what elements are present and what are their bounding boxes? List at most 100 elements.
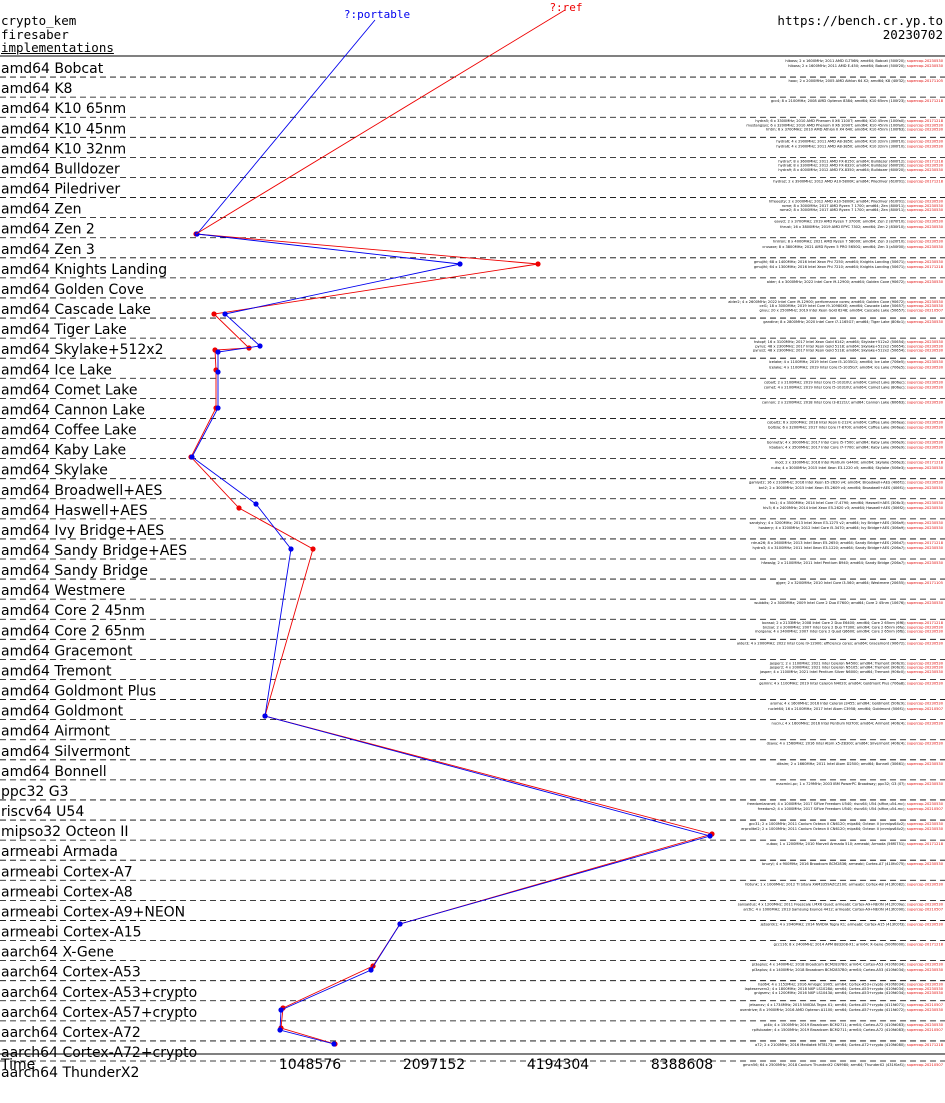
row-detail: nuka; 4 x 3000MHz; 2015 Intel Xeon E3-12…: [771, 466, 944, 470]
row-detail-version: supercop-20230530: [907, 983, 944, 987]
row-label-amd64-haswell-plus-aes: amd64 Haswell+AES: [1, 503, 148, 519]
row-detail-version: supercop-20230530: [907, 625, 944, 629]
row-detail: nucnu; 4 x 1600MHz; 2016 Intel Pentium N…: [772, 722, 944, 726]
row-detail: pyrus; 48 x 2300MHz; 2017 Intel Xeon Gol…: [755, 344, 943, 348]
row-detail: hydra2; 2 x 3900MHz; 2012 AMD A10-5800K;…: [773, 179, 943, 183]
row-label-amd64-ice-lake: amd64 Ice Lake: [1, 362, 112, 378]
row-detail-version: supercop-20210507: [907, 308, 943, 312]
row-label-amd64-skylake: amd64 Skylake: [1, 463, 108, 479]
series-portable-point: [368, 967, 374, 973]
series-ref-leader: [195, 9, 566, 235]
row-detail: sandyivy; 4 x 3200MHz; 2013 Intel Xeon E…: [749, 521, 943, 525]
row-detail-version: supercop-20210507: [907, 1063, 943, 1067]
row-detail-version: supercop-20171105: [907, 581, 943, 585]
header-implementations: implementations: [1, 40, 114, 55]
row-detail-version: supercop-20230530: [907, 481, 944, 485]
row-detail-version: supercop-20230530: [907, 630, 944, 634]
row-detail: ruclet64; 16 x 2100MHz; 2017 Intel Atom …: [768, 707, 943, 711]
row-detail: erprolitel2; 2 x 1000MHz; 2011 Cavium Oc…: [741, 827, 944, 831]
row-detail-version: supercop-20210507: [907, 1003, 943, 1007]
row-label-amd64-k10-65nm: amd64 K10 65nm: [1, 101, 126, 117]
row-detail-version: supercop-20210507: [907, 707, 943, 711]
row-detail: hydra6; 4 x 2900MHz; 2011 AMD A8-3850; a…: [776, 139, 943, 143]
row-detail: gemini; 4 x 1100MHz; 2019 Intel Celeron …: [759, 681, 944, 685]
row-detail-version: supercop-20230530: [907, 280, 944, 284]
row-detail-version: supercop-20230530: [907, 145, 944, 149]
row-detail-version: supercop-20230530: [907, 240, 944, 244]
header-right: https://bench.cr.yp.to 20230702: [777, 14, 943, 41]
row-label-armeabi-cortex-a9-plus-neon: armeabi Cortex-A9+NEON: [1, 904, 185, 920]
series-portable-point: [262, 713, 268, 719]
row-detail: rome2; 8 x 3000MHz; 2017 AMD Ryzen 7 170…: [780, 208, 944, 212]
row-detail-version: supercop-20230530: [907, 164, 944, 168]
series-portable-point: [331, 1041, 337, 1047]
series-portable-point: [215, 405, 221, 411]
row-detail-version: supercop-20230530: [907, 349, 944, 353]
series-layer: ?:portable ?:ref: [188, 1, 715, 1047]
row-detail: gcc31; 2 x 1000MHz; 2011 Cavium Octeon I…: [749, 822, 944, 826]
series-portable-point: [215, 369, 221, 375]
row-detail: pi4b; 4 x 1500MHz; 2019 Broadcom BCM2711…: [764, 1023, 944, 1027]
series-portable-point: [288, 546, 294, 552]
row-label-ppc32-g3: ppc32 G3: [1, 784, 69, 800]
row-detail: rome; 8 x 3000MHz; 2017 AMD Ryzen 7 1700…: [782, 204, 944, 208]
series-ref-point: [236, 505, 242, 511]
row-detail: gmcn56; 64 x 2500MHz; 2018 Cavium Thunde…: [743, 1063, 943, 1067]
row-detail-version: supercop-20230530: [907, 681, 944, 685]
row-detail-version: supercop-20230530: [907, 446, 944, 450]
row-detail: cobalt2; 6 x 3200MHz; 2018 Intel Xeon E-…: [767, 420, 944, 424]
row-detail: freedom2; 4 x 1000MHz; 2017 SiFive Freed…: [758, 807, 943, 811]
row-detail: gnuu; 20 x 2500MHz; 2019 Intel Xeon Gold…: [759, 308, 943, 312]
row-detail-version: supercop-20230530: [907, 139, 944, 143]
header-site-url: https://bench.cr.yp.to: [777, 13, 943, 28]
row-detail: hydra5; 6 x 3300MHz; 2010 AMD Phenom II …: [755, 119, 943, 123]
row-label-aarch64-cortex-a72: aarch64 Cortex-A72: [1, 1025, 141, 1041]
row-detail: hydra9; 8 x 4000MHz; 2012 AMD FX-8350; a…: [778, 168, 943, 172]
row-detail-version: supercop-20230530: [907, 245, 944, 249]
row-label-aarch64-cortex-a53-plus-crypto: aarch64 Cortex-A53+crypto: [1, 985, 197, 1001]
row-detail: alder2; 4 x 2600MHz; 2022 Intel Core i9-…: [728, 300, 943, 304]
row-label-amd64-cannon-lake: amd64 Cannon Lake: [1, 402, 145, 418]
row-detail-version: supercop-20230530: [907, 882, 944, 886]
row-label-amd64-bulldozer: amd64 Bulldozer: [1, 161, 120, 177]
row-detail: pyrus2; 48 x 2300MHz; 2017 Intel Xeon Go…: [753, 349, 944, 353]
row-detail-version: supercop-20230530: [907, 300, 944, 304]
row-label-armeabi-cortex-a8: armeabi Cortex-A8: [1, 884, 133, 900]
row-detail: diksim; 2 x 1660MHz; 2011 Intel Atom D25…: [777, 762, 944, 766]
row-detail-version: supercop-20171218: [907, 265, 944, 269]
row-detail: hiv1; 4 x 3500MHz; 2014 Intel Core i7-47…: [770, 501, 944, 505]
row-detail-version: supercop-20230530: [907, 802, 944, 806]
row-detail: sansaidus; 4 x 1200MHz; 2011 Freescale i…: [738, 902, 944, 906]
row-detail-version: supercop-20230530: [907, 902, 944, 906]
row-label-amd64-ivy-bridge-plus-aes: amd64 Ivy Bridge+AES: [1, 523, 164, 539]
header-primitive: crypto_kem: [1, 13, 77, 28]
row-detail: lapteserverv2; 4 x 1800MHz; 2018 NXP LS1…: [745, 987, 944, 991]
row-label-amd64-piledriver: amd64 Piledriver: [1, 182, 120, 198]
row-detail-version: supercop-20230530: [907, 426, 944, 430]
row-detail-version: supercop-20230530: [907, 670, 944, 674]
row-detail-version: supercop-20230530: [907, 661, 944, 665]
row-label-amd64-cascade-lake: amd64 Cascade Lake: [1, 302, 151, 318]
row-detail-version: supercop-20171218: [907, 621, 944, 625]
row-detail: jasper; 4 x 1100MHz; 2021 Intel Pentium …: [759, 670, 944, 674]
row-label-aarch64-cortex-a72-plus-crypto: aarch64 Cortex-A72+crypto: [1, 1045, 197, 1061]
row-detail: cel1; 18 x 3000MHz; 2019 Intel Core i9-1…: [760, 304, 944, 308]
row-label-amd64-tiger-lake: amd64 Tiger Lake: [1, 322, 127, 338]
row-label-riscv64-u54: riscv64 U54: [1, 804, 84, 820]
row-detail-version: supercop-20230530: [907, 762, 944, 766]
row-detail-version: supercop-20230530: [907, 601, 944, 605]
series-portable-point: [278, 1007, 284, 1013]
series-portable-point: [215, 349, 221, 355]
x-axis-title: Time: [0, 1057, 35, 1073]
row-detail-version: supercop-20230530: [907, 208, 944, 212]
row-detail-version: supercop-20230530: [907, 123, 944, 127]
row-detail-version: supercop-20230530: [907, 466, 944, 470]
row-detail-version: supercop-20230530: [907, 400, 944, 404]
row-detail: gnigsmv; 4 x 1200MHz; 2016 NXP LS1043A; …: [754, 991, 944, 995]
row-detail-version: supercop-20171218: [907, 461, 944, 465]
row-detail: hnliron; 8 x 4000MHz; 2021 AMD Ryzen 7 5…: [773, 240, 944, 244]
row-label-amd64-silvermont: amd64 Silvermont: [1, 744, 131, 760]
row-detail: arctic; 4 x 1000MHz; 2013 Samsung Exynos…: [743, 908, 943, 912]
row-detail: hydra6; 4 x 2900MHz; 2011 AMD A8-3850; a…: [776, 145, 943, 149]
row-detail-version: supercop-20230530: [907, 862, 944, 866]
